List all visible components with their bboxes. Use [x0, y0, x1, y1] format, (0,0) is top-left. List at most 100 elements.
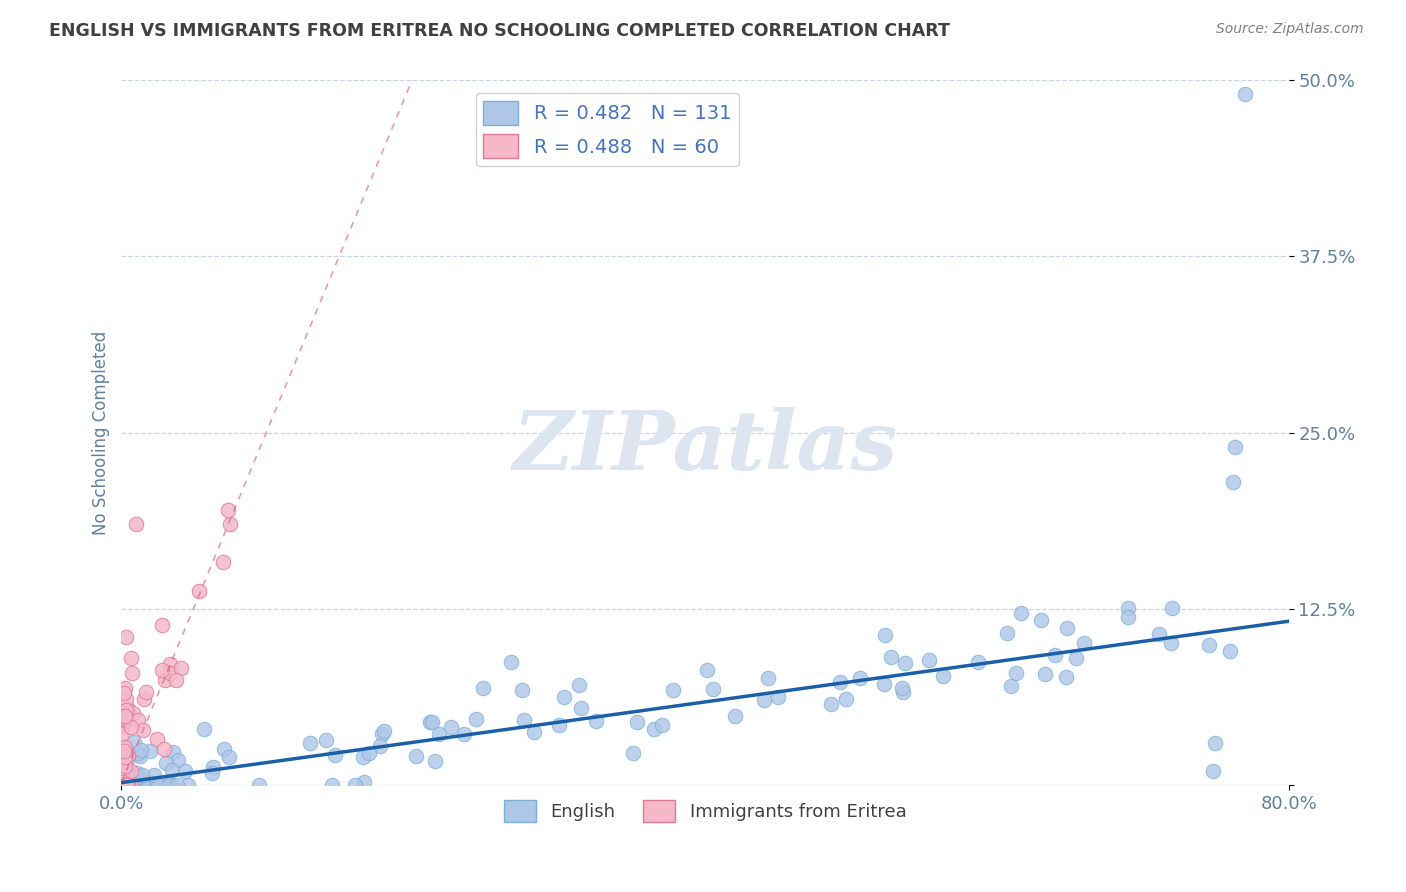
Point: [219, 517, 242, 532]
Point: [159, 666, 181, 681]
Point: [1116, 609, 1139, 624]
Point: [114, 742, 136, 756]
Point: [111, 727, 134, 741]
Point: [662, 683, 685, 698]
Point: [153, 742, 176, 756]
Point: [131, 768, 153, 782]
Point: [114, 709, 136, 723]
Point: [114, 740, 136, 755]
Point: [1029, 613, 1052, 627]
Point: [112, 754, 135, 768]
Point: [114, 681, 136, 695]
Point: [187, 584, 209, 599]
Point: [1064, 651, 1087, 665]
Point: [111, 779, 134, 793]
Point: [125, 517, 148, 532]
Point: [148, 779, 170, 793]
Point: [405, 749, 427, 764]
Point: [155, 756, 177, 771]
Point: [114, 630, 136, 644]
Point: [117, 747, 139, 762]
Text: ENGLISH VS IMMIGRANTS FROM ERITREA NO SCHOOLING COMPLETED CORRELATION CHART: ENGLISH VS IMMIGRANTS FROM ERITREA NO SC…: [49, 22, 950, 40]
Point: [139, 779, 162, 793]
Point: [120, 764, 142, 779]
Point: [115, 769, 138, 783]
Point: [132, 723, 155, 737]
Point: [112, 779, 135, 793]
Point: [112, 779, 135, 793]
Text: Source: ZipAtlas.com: Source: ZipAtlas.com: [1216, 22, 1364, 37]
Point: [830, 675, 852, 690]
Point: [167, 753, 190, 767]
Point: [112, 779, 135, 793]
Point: [890, 681, 912, 696]
Point: [114, 779, 136, 793]
Point: [621, 746, 644, 760]
Legend: English, Immigrants from Eritrea: English, Immigrants from Eritrea: [496, 793, 914, 830]
Y-axis label: No Schooling Completed: No Schooling Completed: [93, 331, 110, 535]
Point: [127, 765, 149, 780]
Point: [120, 720, 142, 734]
Point: [112, 709, 135, 723]
Point: [117, 750, 139, 764]
Point: [120, 651, 142, 665]
Point: [150, 617, 173, 632]
Point: [510, 683, 533, 698]
Point: [132, 779, 155, 793]
Point: [569, 701, 592, 715]
Point: [121, 779, 143, 793]
Point: [124, 779, 146, 793]
Point: [513, 713, 536, 727]
Point: [128, 779, 150, 793]
Point: [132, 779, 155, 793]
Point: [756, 672, 779, 686]
Point: [553, 690, 575, 705]
Point: [135, 685, 157, 699]
Point: [166, 779, 188, 793]
Point: [170, 661, 193, 675]
Point: [211, 555, 233, 569]
Point: [835, 692, 858, 706]
Point: [118, 779, 141, 793]
Point: [114, 759, 136, 773]
Point: [162, 745, 184, 759]
Point: [118, 779, 141, 793]
Point: [918, 653, 941, 667]
Point: [1222, 475, 1244, 489]
Point: [153, 673, 176, 687]
Point: [966, 655, 988, 669]
Point: [122, 776, 145, 790]
Point: [127, 746, 149, 760]
Point: [995, 626, 1018, 640]
Point: [1147, 627, 1170, 641]
Point: [1004, 665, 1026, 680]
Point: [117, 702, 139, 716]
Point: [643, 722, 665, 736]
Point: [465, 712, 488, 726]
Point: [160, 779, 183, 793]
Point: [1204, 736, 1226, 750]
Point: [112, 775, 135, 789]
Point: [121, 706, 143, 720]
Point: [343, 779, 366, 793]
Point: [419, 715, 441, 730]
Point: [891, 685, 914, 699]
Point: [217, 503, 239, 517]
Point: [115, 779, 138, 793]
Point: [112, 770, 135, 784]
Point: [1160, 636, 1182, 650]
Point: [111, 711, 134, 725]
Point: [370, 739, 392, 754]
Point: [115, 779, 138, 793]
Point: [112, 779, 135, 793]
Point: [112, 779, 135, 793]
Point: [873, 677, 896, 691]
Point: [159, 657, 181, 672]
Point: [1223, 440, 1246, 454]
Point: [114, 712, 136, 726]
Point: [359, 746, 381, 760]
Point: [114, 779, 136, 793]
Point: [142, 767, 165, 781]
Point: [1118, 601, 1140, 615]
Point: [121, 774, 143, 789]
